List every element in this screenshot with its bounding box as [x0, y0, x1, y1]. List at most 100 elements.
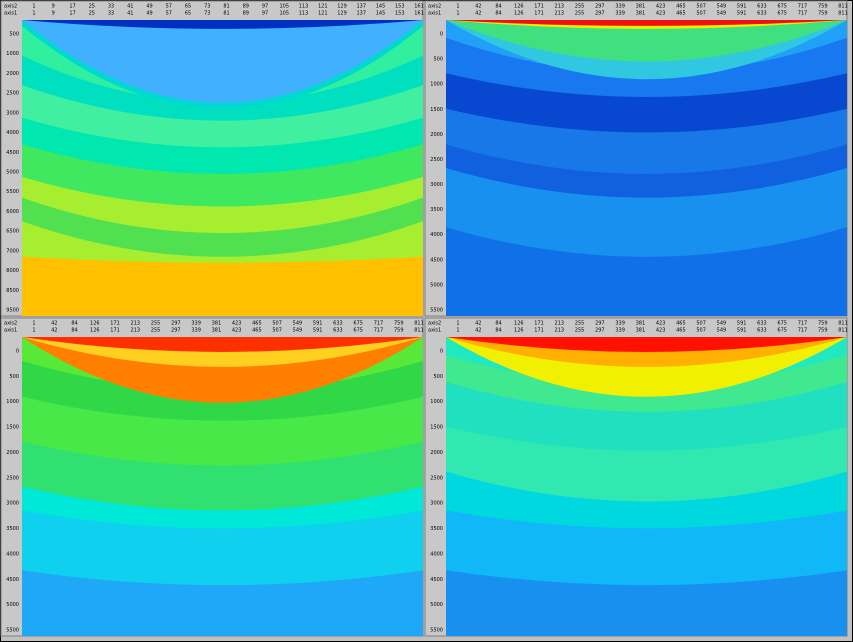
x-tick-label: 65	[185, 11, 191, 17]
y-tick-label: 4000	[430, 232, 443, 238]
x-tick-label: 633	[757, 4, 767, 10]
x-tick-label: 759	[818, 328, 828, 334]
x-tick-label: 811	[838, 4, 848, 10]
velocity-band	[22, 337, 423, 352]
axis-label: axis2	[428, 4, 441, 10]
x-tick-label: 17	[69, 11, 75, 17]
y-tick-label: 1000	[6, 51, 19, 57]
x-tick-label: 423	[656, 11, 666, 17]
x-tick-label: 213	[555, 328, 565, 334]
x-tick-label: 153	[395, 11, 405, 17]
y-tick-label: 5500	[6, 628, 19, 634]
y-tick-label: 4500	[430, 577, 443, 583]
axis-label: axis2	[4, 321, 17, 327]
x-tick-label: 297	[595, 11, 605, 17]
x-tick-label: 717	[798, 321, 808, 327]
x-tick-label: 591	[313, 328, 323, 334]
x-tick-label: 675	[353, 321, 363, 327]
velocity-band	[446, 337, 847, 352]
x-tick-label: 591	[737, 4, 747, 10]
y-tick-label: 4500	[430, 257, 443, 263]
x-tick-label: 717	[798, 11, 808, 17]
x-tick-label: 42	[475, 328, 481, 334]
x-tick-label: 549	[293, 321, 303, 327]
x-tick-label: 9	[52, 11, 55, 17]
x-tick-label: 41	[127, 4, 133, 10]
x-tick-label: 73	[204, 11, 210, 17]
x-tick-label: 423	[232, 321, 242, 327]
x-tick-label: 126	[514, 328, 524, 334]
y-tick-label: 0	[440, 32, 443, 38]
x-tick-label: 126	[514, 4, 524, 10]
x-tick-label: 633	[757, 11, 767, 17]
y-tick-label: 500	[433, 374, 443, 380]
y-tick-label: 2000	[6, 450, 19, 456]
x-tick-label: 1	[456, 11, 459, 17]
x-tick-label: 255	[575, 328, 585, 334]
x-tick-label: 549	[717, 11, 727, 17]
x-tick-label: 1	[456, 4, 459, 10]
y-tick-label: 5000	[430, 602, 443, 608]
x-tick-label: 759	[818, 321, 828, 327]
x-tick-label: 381	[636, 11, 646, 17]
x-tick-label: 171	[534, 321, 544, 327]
y-tick-label: 1000	[430, 399, 443, 405]
x-tick-label: 33	[108, 11, 114, 17]
x-tick-label: 717	[374, 321, 384, 327]
x-tick-label: 126	[90, 321, 100, 327]
y-tick-label: 500	[433, 57, 443, 63]
x-tick-label: 25	[89, 11, 95, 17]
y-tick-label: 3000	[430, 501, 443, 507]
y-tick-label: 1500	[430, 425, 443, 431]
y-tick-label: 5000	[6, 170, 19, 176]
y-tick-label: 3000	[6, 501, 19, 507]
x-tick-label: 297	[595, 321, 605, 327]
x-tick-label: 81	[223, 11, 229, 17]
x-tick-label: 105	[279, 11, 289, 17]
y-tick-label: 5000	[6, 602, 19, 608]
x-tick-label: 84	[495, 11, 501, 17]
x-tick-label: 73	[204, 4, 210, 10]
x-tick-label: 811	[414, 328, 424, 334]
y-tick-label: 8500	[6, 288, 19, 294]
y-tick-label: 500	[9, 32, 19, 38]
x-tick-label: 171	[110, 328, 120, 334]
x-tick-label: 126	[514, 11, 524, 17]
x-tick-label: 213	[131, 328, 141, 334]
x-tick-label: 465	[252, 321, 262, 327]
y-tick-label: 4000	[430, 551, 443, 557]
x-tick-label: 161	[414, 4, 424, 10]
x-tick-label: 213	[555, 11, 565, 17]
y-tick-label: 3500	[430, 526, 443, 532]
x-tick-label: 507	[696, 328, 706, 334]
x-tick-label: 161	[414, 11, 424, 17]
x-tick-label: 145	[376, 11, 386, 17]
x-tick-label: 42	[51, 321, 57, 327]
y-tick-label: 4000	[6, 551, 19, 557]
x-tick-label: 42	[51, 328, 57, 334]
x-tick-label: 171	[534, 328, 544, 334]
x-tick-label: 381	[636, 4, 646, 10]
y-tick-label: 1500	[6, 425, 19, 431]
y-tick-label: 9500	[6, 308, 19, 314]
x-tick-label: 717	[374, 328, 384, 334]
x-tick-label: 717	[798, 4, 808, 10]
x-tick-label: 129	[337, 4, 347, 10]
x-tick-label: 42	[475, 4, 481, 10]
x-tick-label: 811	[838, 11, 848, 17]
x-tick-label: 759	[394, 321, 404, 327]
axis-label: axis1	[4, 328, 17, 334]
y-tick-label: 6000	[6, 209, 19, 215]
x-tick-label: 811	[838, 321, 848, 327]
x-tick-label: 137	[356, 4, 366, 10]
x-tick-label: 759	[818, 11, 828, 17]
x-tick-label: 633	[333, 321, 343, 327]
x-tick-label: 255	[575, 11, 585, 17]
x-tick-label: 423	[656, 4, 666, 10]
x-tick-label: 121	[318, 4, 328, 10]
axis-label: axis2	[4, 4, 17, 10]
y-tick-label: 2500	[6, 91, 19, 97]
